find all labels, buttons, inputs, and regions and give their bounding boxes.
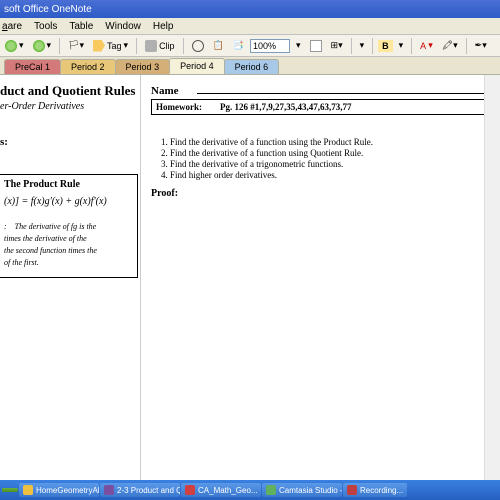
tool-a[interactable]: 📋: [210, 39, 227, 52]
tab-period4[interactable]: Period 4: [169, 58, 225, 74]
menu-bar: aare Tools Table Window Help: [0, 18, 500, 35]
folder-icon: [23, 485, 33, 495]
pen-button[interactable]: ▾: [357, 39, 368, 52]
format-button[interactable]: [307, 39, 325, 53]
hw-text: Pg. 126 #1,7,9,27,35,43,47,63,73,77: [220, 102, 352, 112]
section-title: duct and Quotient Rules: [0, 83, 140, 99]
product-rule-box: The Product Rule (x)] = f(x)g'(x) + g(x)…: [0, 174, 138, 278]
name-line: [197, 83, 491, 94]
menu-window[interactable]: Window: [105, 21, 141, 32]
camtasia-icon: [266, 485, 276, 495]
toolbar: ▾ ▾ 🏳▾ Tag▾ Clip 📋 📑 ▾ ⊞▾ ▾ B ▾ A▾ 🖍▾ ✒▾: [0, 35, 500, 57]
bold-button[interactable]: B: [378, 40, 393, 52]
name-row: Name: [151, 83, 490, 97]
tab-strip: PreCal 1 Period 2 Period 3 Period 4 Peri…: [0, 57, 500, 75]
style-button[interactable]: ▾: [396, 39, 407, 52]
objectives-list: Find the derivative of a function using …: [161, 137, 490, 180]
tool-c[interactable]: ▾: [293, 39, 304, 52]
page-right-column: Name Homework: Pg. 126 #1,7,9,27,35,43,4…: [140, 75, 496, 480]
title-bar: soft Office OneNote: [0, 0, 500, 18]
section-subtitle: er-Order Derivatives: [0, 101, 140, 112]
rule-note: : The derivative of fg is the times the …: [4, 221, 133, 269]
obj-item: Find the derivative of a function using …: [161, 137, 490, 147]
onenote-icon: [104, 485, 114, 495]
menu-tools[interactable]: Tools: [34, 21, 57, 32]
app-icon: [185, 485, 195, 495]
page-canvas[interactable]: duct and Quotient Rules er-Order Derivat…: [0, 75, 500, 480]
task-button[interactable]: CA_Math_Geo...: [181, 483, 261, 497]
record-icon: [347, 485, 357, 495]
tab-period2[interactable]: Period 2: [60, 59, 116, 74]
back-button[interactable]: ▾: [2, 39, 27, 53]
search-icon: [192, 40, 204, 52]
tab-period6[interactable]: Period 6: [224, 59, 280, 74]
window-title: soft Office OneNote: [4, 4, 92, 15]
highlight-button[interactable]: 🖍▾: [439, 39, 461, 52]
tag-button[interactable]: Tag▾: [90, 39, 131, 53]
rule-title: The Product Rule: [4, 179, 133, 190]
forward-button[interactable]: ▾: [30, 39, 55, 53]
name-label: Name: [151, 85, 179, 97]
tab-period3[interactable]: Period 3: [115, 59, 171, 74]
forward-icon: [33, 40, 45, 52]
task-button[interactable]: 2-3 Product and Qu...: [100, 483, 180, 497]
tool-b[interactable]: 📑: [230, 39, 247, 52]
obj-item: Find the derivative of a trigonometric f…: [161, 159, 490, 169]
proof-heading: Proof:: [151, 188, 490, 199]
clip-icon: [145, 40, 157, 52]
homework-box: Homework: Pg. 126 #1,7,9,27,35,43,47,63,…: [151, 99, 490, 115]
tag-icon: [93, 40, 105, 52]
font-color-button[interactable]: A▾: [417, 39, 436, 52]
zoom-input[interactable]: [250, 39, 290, 53]
expand-button[interactable]: ⊞▾: [328, 39, 346, 52]
page-left-column: duct and Quotient Rules er-Order Derivat…: [0, 75, 140, 278]
start-button[interactable]: [2, 488, 18, 492]
menu-table[interactable]: Table: [69, 21, 93, 32]
pen2-button[interactable]: ✒▾: [472, 39, 490, 52]
obj-item: Find higher order derivatives.: [161, 170, 490, 180]
search-button[interactable]: [189, 39, 207, 53]
hw-label: Homework:: [156, 102, 202, 112]
task-button[interactable]: HomeGeometryAlg...: [19, 483, 99, 497]
back-icon: [5, 40, 17, 52]
obj-item: Find the derivative of a function using …: [161, 148, 490, 158]
rule-equation: (x)] = f(x)g'(x) + g(x)f'(x): [4, 196, 133, 207]
format-icon: [310, 40, 322, 52]
menu-share[interactable]: aare: [2, 21, 22, 32]
tab-precal1[interactable]: PreCal 1: [4, 59, 61, 74]
menu-help[interactable]: Help: [153, 21, 174, 32]
task-button[interactable]: Camtasia Studio - U...: [262, 483, 342, 497]
taskbar: HomeGeometryAlg... 2-3 Product and Qu...…: [0, 480, 500, 500]
flag-button[interactable]: 🏳▾: [65, 39, 87, 52]
task-button[interactable]: Recording...: [343, 483, 407, 497]
clip-button[interactable]: Clip: [142, 39, 178, 53]
goals-heading: s:: [0, 136, 140, 148]
scrollbar[interactable]: [484, 75, 500, 480]
